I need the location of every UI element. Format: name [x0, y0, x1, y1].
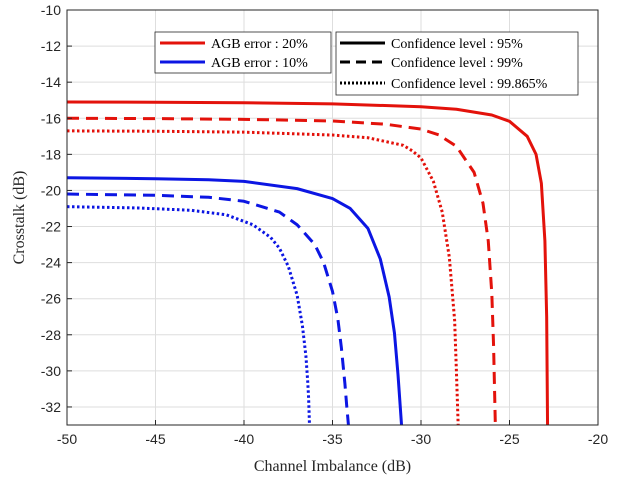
x-tick-label: -20 [588, 431, 608, 447]
series-line-1 [66, 116, 497, 426]
x-axis-title: Channel Imbalance (dB) [254, 458, 411, 475]
x-tick-label: -45 [145, 431, 165, 447]
series-group [66, 100, 550, 426]
legend-color-label-20: AGB error : 20% [211, 37, 308, 52]
x-tick-label: -40 [234, 431, 254, 447]
x-tick-label: -35 [322, 431, 342, 447]
y-tick-label: -14 [41, 74, 61, 90]
legend-color-label-10: AGB error : 10% [211, 56, 308, 71]
x-tick-label: -30 [411, 431, 431, 447]
y-tick-label: -32 [41, 399, 61, 415]
y-tick-label: -18 [41, 146, 61, 162]
legend-style-label-99: Confidence level : 99% [391, 56, 523, 71]
y-tick-label: -28 [41, 327, 61, 343]
y-tick-label: -30 [41, 363, 61, 379]
legend-color: AGB error : 20% AGB error : 10% [154, 31, 332, 74]
series-line-0 [66, 100, 550, 426]
y-tick-label: -22 [41, 219, 61, 235]
ticks: -50 -45 -40 -35 -30 -25 -20 -10 -12 -14 -16 -18 -20 -… [41, 2, 609, 447]
x-tick-label: -25 [499, 431, 519, 447]
legend-style-label-99865: Confidence level : 99.865% [391, 77, 548, 92]
y-tick-label: -10 [41, 2, 61, 18]
y-tick-label: -12 [41, 38, 61, 54]
legend-color-box [154, 31, 332, 74]
y-tick-label: -24 [41, 255, 61, 271]
y-tick-label: -20 [41, 182, 61, 198]
series-line-5 [66, 205, 311, 426]
y-axis-title: Crosstalk (dB) [11, 171, 28, 265]
y-tick-label: -26 [41, 291, 61, 307]
series-line-3 [66, 176, 404, 426]
legend-style-label-95: Confidence level : 95% [391, 37, 523, 52]
series-line-4 [66, 192, 350, 426]
legend-style: Confidence level : 95% Confidence level … [335, 31, 579, 96]
y-tick-label: -16 [41, 110, 61, 126]
series-line-2 [66, 129, 460, 426]
x-tick-label: -50 [57, 431, 77, 447]
